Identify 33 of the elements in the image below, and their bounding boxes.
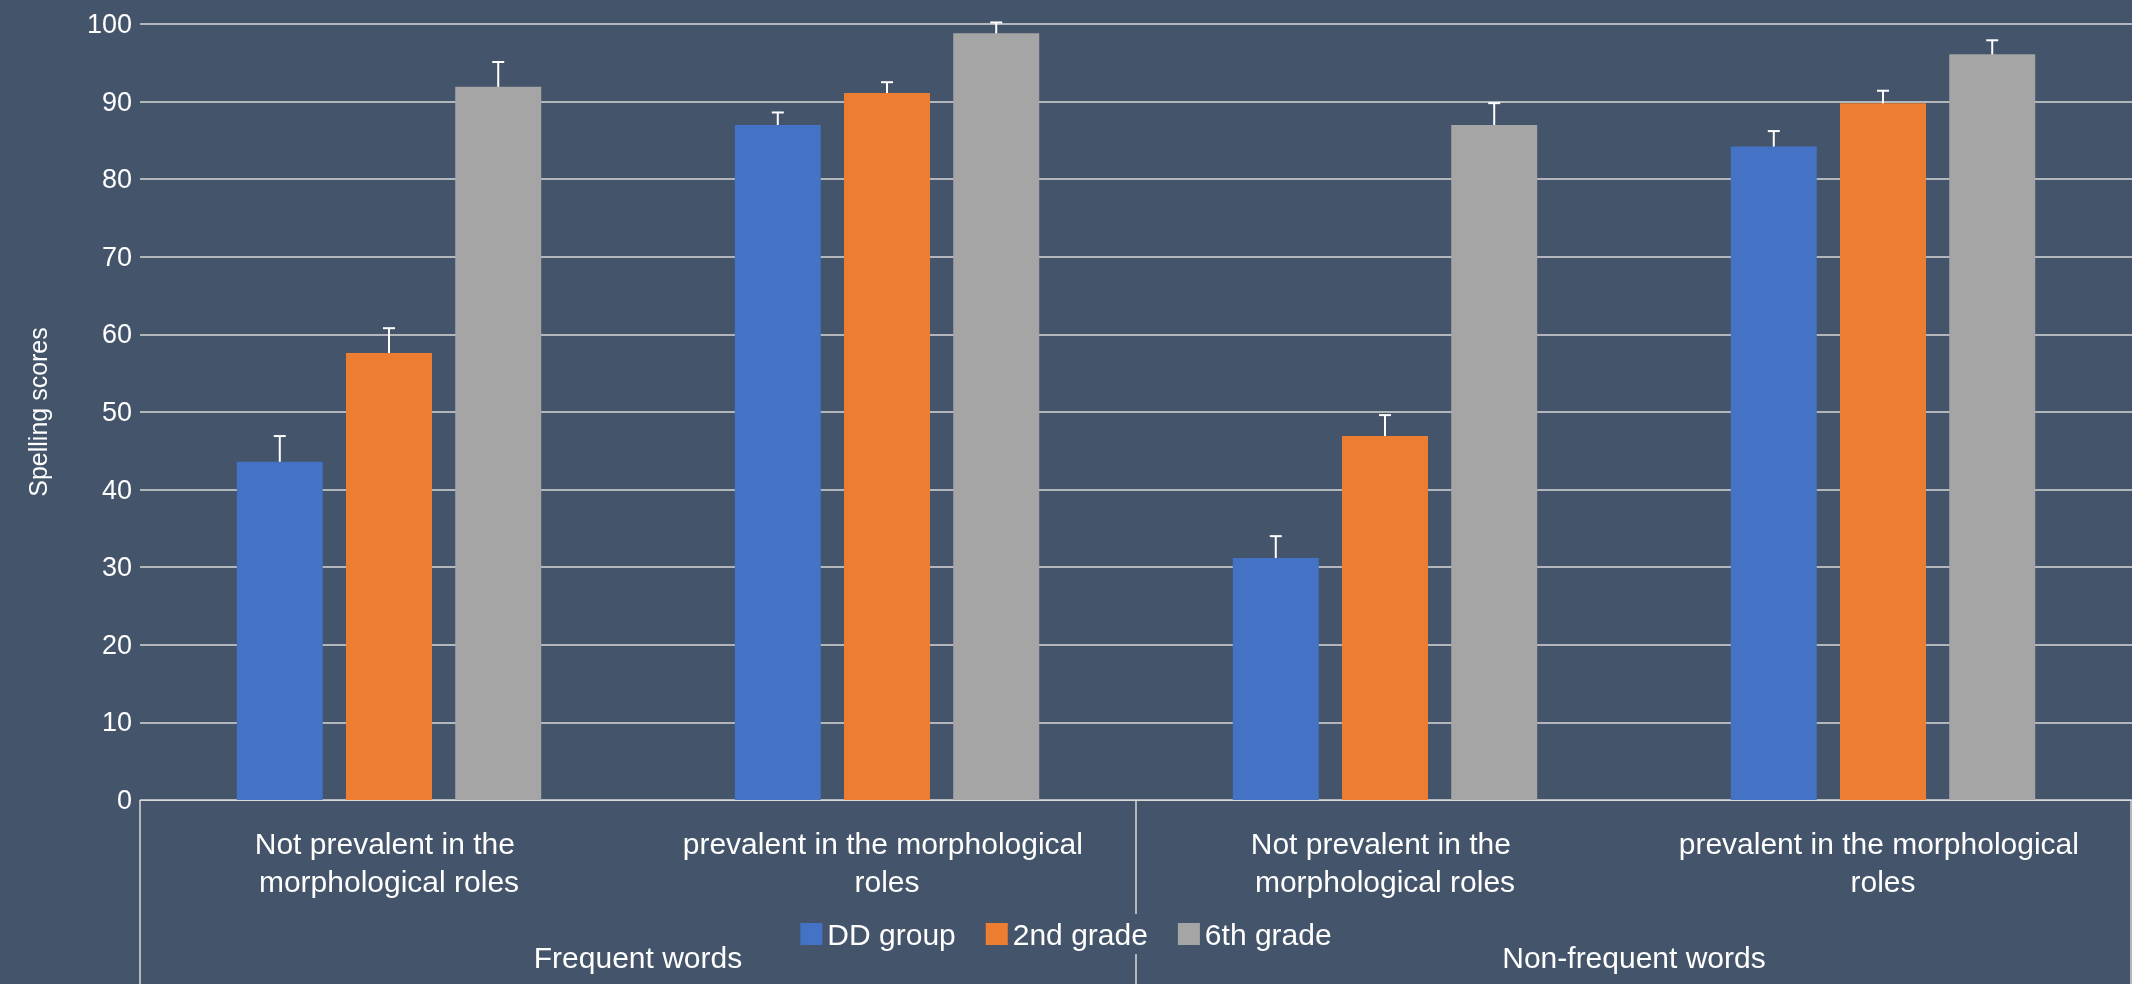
- y-tick-label: 60: [101, 319, 132, 350]
- bar: [844, 93, 930, 800]
- y-tick-label: 90: [101, 86, 132, 117]
- y-tick-label: 40: [101, 474, 132, 505]
- bar: [953, 33, 1040, 800]
- x-tick-label: Not prevalent in the morphological roles: [1250, 826, 1520, 898]
- bar: [1342, 436, 1428, 800]
- bar: [346, 353, 432, 800]
- y-axis-title: Spelling scores: [23, 327, 52, 497]
- legend-label: 6th grade: [1204, 917, 1332, 951]
- y-tick-label: 30: [101, 552, 132, 583]
- bar: [1232, 557, 1319, 800]
- y-tick-label: 20: [101, 629, 132, 660]
- bar: [734, 124, 821, 800]
- bar: [1451, 124, 1538, 800]
- text: Non-frequent words: [1502, 940, 1766, 974]
- bar: [236, 461, 323, 800]
- legend-label: 2nd grade: [1012, 917, 1148, 951]
- x-tick-label: Not prevalent in the morphological roles: [254, 826, 524, 898]
- x-tick-label: prevalent in the morphological roles: [1678, 826, 2088, 898]
- y-tick-label: 70: [101, 241, 132, 272]
- y-tick-label: 100: [86, 9, 132, 39]
- y-tick-label: 80: [101, 164, 132, 195]
- y-tick-label: 0: [116, 785, 132, 815]
- legend-label: DD group: [827, 917, 956, 951]
- y-tick-label: 50: [101, 397, 132, 427]
- x-tick-label: prevalent in the morphological roles: [682, 826, 1092, 898]
- text: Frequent words: [533, 940, 743, 974]
- bar: [1949, 54, 2036, 800]
- y-tick-label: 10: [101, 707, 132, 738]
- bar: [1840, 103, 1926, 800]
- bar: [455, 86, 542, 800]
- bar: [1730, 146, 1817, 800]
